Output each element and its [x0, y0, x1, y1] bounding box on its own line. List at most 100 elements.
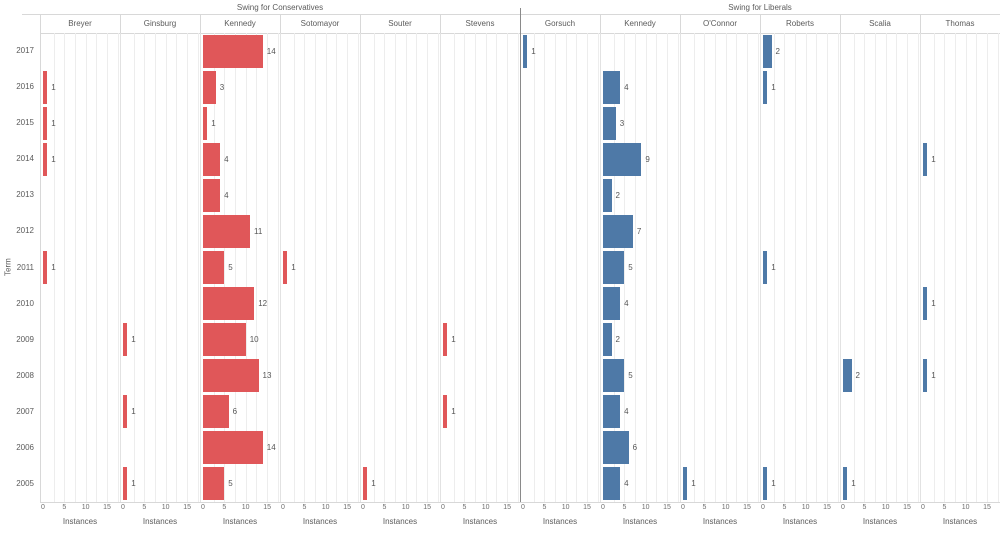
bar-kennedy-2007[interactable] [203, 395, 229, 429]
bar-kennedy-2016[interactable] [203, 70, 216, 104]
x-tick-10: 10 [481, 504, 490, 511]
gridline [907, 33, 908, 502]
bar-kennedy-2015[interactable] [603, 106, 616, 140]
bar-sotomayor-2011[interactable] [283, 251, 288, 285]
column-kennedy-2: 14 3 1 4 4 11 5 12 10 13 6 14 5 [200, 33, 280, 502]
gridline [704, 33, 706, 502]
x-tick-15: 15 [983, 504, 991, 511]
bar-kennedy-2016[interactable] [603, 70, 621, 104]
bar-kennedy-2014[interactable] [203, 142, 221, 176]
year-label-2007: 2007 [16, 406, 34, 416]
x-tick-10: 10 [81, 504, 90, 511]
bar-kennedy-2015[interactable] [203, 106, 208, 140]
x-tick-15: 15 [423, 504, 431, 511]
x-tick-5: 5 [62, 504, 67, 511]
x-tick-5: 5 [302, 504, 307, 511]
gridline [256, 33, 258, 502]
bar-oconnor-2005[interactable] [683, 467, 688, 501]
bar-kennedy-2007[interactable] [603, 395, 621, 429]
bar-kennedy-2012[interactable] [203, 214, 250, 248]
bar-value-label: 5 [628, 371, 633, 381]
bar-kennedy-2012[interactable] [603, 214, 633, 248]
bar-stevens-2009[interactable] [443, 323, 448, 357]
bar-kennedy-2008[interactable] [203, 359, 259, 393]
gridline [965, 33, 967, 502]
column-header-stevens-5: Stevens [465, 19, 495, 28]
bar-kennedy-2009[interactable] [603, 323, 612, 357]
gridline [384, 33, 386, 502]
x-tick-10: 10 [401, 504, 410, 511]
bar-ginsburg-2007[interactable] [123, 395, 128, 429]
bar-value-label: 5 [228, 263, 233, 273]
bar-kennedy-2010[interactable] [603, 287, 621, 321]
column-separator [840, 33, 841, 502]
bar-ginsburg-2009[interactable] [123, 323, 128, 357]
bar-kennedy-2009[interactable] [203, 323, 246, 357]
bar-kennedy-2005[interactable] [203, 467, 225, 501]
gridline [315, 33, 316, 502]
bar-kennedy-2013[interactable] [203, 178, 221, 212]
x-axis-title-11: Instances [942, 517, 978, 526]
bar-kennedy-2014[interactable] [603, 142, 642, 176]
bar-value-label: 1 [451, 407, 456, 417]
bar-roberts-2017[interactable] [763, 34, 772, 68]
bar-kennedy-2011[interactable] [203, 251, 225, 285]
gridline [555, 33, 556, 502]
column-header-scalia-10: Scalia [869, 19, 891, 28]
bar-value-label: 1 [931, 371, 936, 381]
bar-kennedy-2010[interactable] [203, 287, 255, 321]
gridline [773, 33, 775, 502]
bar-breyer-2011[interactable] [43, 251, 48, 285]
year-label-2008: 2008 [16, 370, 34, 380]
x-tick-10: 10 [641, 504, 650, 511]
x-tick-5: 5 [222, 504, 227, 511]
x-tick-10: 10 [321, 504, 330, 511]
bar-breyer-2015[interactable] [43, 106, 48, 140]
bar-breyer-2016[interactable] [43, 70, 48, 104]
gridline [987, 33, 988, 502]
column-souter-4: 1 [360, 33, 440, 502]
bar-roberts-2005[interactable] [763, 467, 768, 501]
gridline [357, 33, 359, 502]
gridline [837, 33, 839, 502]
gridline [96, 33, 98, 502]
bar-stevens-2007[interactable] [443, 395, 448, 429]
bar-kennedy-2008[interactable] [603, 359, 625, 393]
bar-kennedy-2013[interactable] [603, 178, 612, 212]
bar-ginsburg-2005[interactable] [123, 467, 128, 501]
bar-value-label: 1 [131, 407, 136, 417]
bar-roberts-2011[interactable] [763, 251, 768, 285]
x-tick-0: 0 [841, 504, 845, 511]
bar-value-label: 13 [262, 371, 272, 381]
gridline [976, 33, 978, 502]
bar-value-label: 1 [771, 479, 776, 489]
bar-thomas-2014[interactable] [923, 142, 928, 176]
x-tick-0: 0 [521, 504, 525, 511]
bar-kennedy-2006[interactable] [203, 431, 263, 465]
bar-gorsuch-2017[interactable] [523, 34, 528, 68]
bar-thomas-2008[interactable] [923, 359, 928, 393]
bar-thomas-2010[interactable] [923, 287, 928, 321]
bar-kennedy-2017[interactable] [203, 34, 263, 68]
bar-kennedy-2011[interactable] [603, 251, 625, 285]
bar-kennedy-2005[interactable] [603, 467, 621, 501]
column-sotomayor-3: 1 [280, 33, 360, 502]
gridline [325, 33, 327, 502]
bar-roberts-2016[interactable] [763, 70, 768, 104]
gridline [736, 33, 738, 502]
bar-scalia-2008[interactable] [843, 359, 852, 393]
gridline [693, 33, 695, 502]
x-tick-10: 10 [561, 504, 570, 511]
gridline [896, 33, 898, 502]
x-tick-15: 15 [583, 504, 591, 511]
gridline [85, 33, 87, 502]
gridline [667, 33, 668, 502]
bar-kennedy-2006[interactable] [603, 431, 629, 465]
x-tick-5: 5 [862, 504, 867, 511]
bar-scalia-2005[interactable] [843, 467, 848, 501]
x-tick-15: 15 [903, 504, 911, 511]
bar-breyer-2014[interactable] [43, 142, 48, 176]
bar-souter-2005[interactable] [363, 467, 368, 501]
gridline [373, 33, 375, 502]
